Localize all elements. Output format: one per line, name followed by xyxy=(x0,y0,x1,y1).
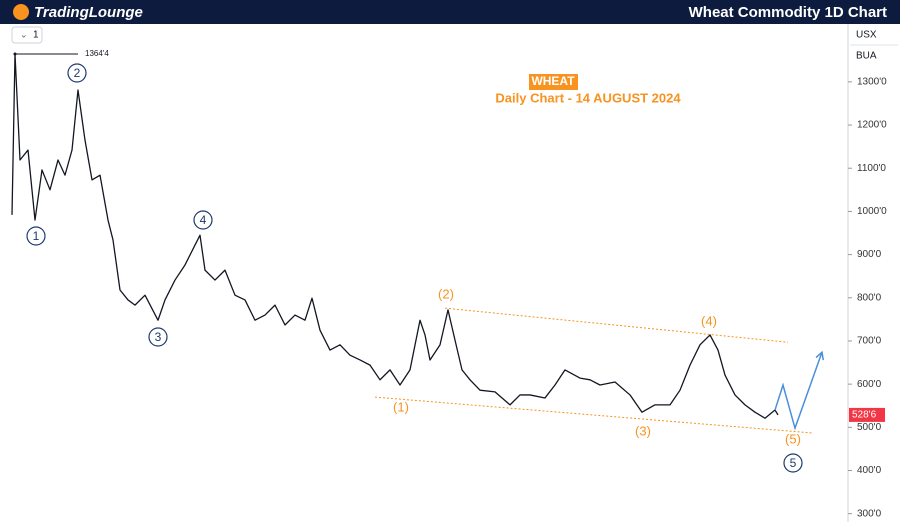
interval-button[interactable] xyxy=(11,26,43,44)
y-tick-label: 400'0 xyxy=(857,465,882,476)
channel-line xyxy=(374,396,813,434)
chart-subtitle: Daily Chart - 14 AUGUST 2024 xyxy=(495,90,681,105)
wave-label: 3 xyxy=(155,330,162,344)
wave-label: (4) xyxy=(701,313,717,328)
wave-label: (2) xyxy=(438,286,454,301)
high-dot xyxy=(13,52,17,56)
logo: TradingLounge xyxy=(34,4,143,21)
header-bar xyxy=(0,0,900,24)
last-price-label: 528'6 xyxy=(852,410,877,421)
wave-circle xyxy=(26,226,46,246)
wave-label: (1) xyxy=(393,399,409,414)
y-tick-label: 300'0 xyxy=(857,508,882,519)
wave-label: 1 xyxy=(33,229,40,243)
chevron: ⌄ xyxy=(20,29,28,39)
wave-circle xyxy=(193,210,213,230)
y-tick-label: 1200'0 xyxy=(857,120,887,131)
wave-circle xyxy=(783,453,803,473)
wave-label: 5 xyxy=(790,456,797,470)
currency: USX xyxy=(856,30,877,41)
wave-label: (5) xyxy=(785,431,801,446)
last-price-tag xyxy=(849,407,885,422)
wave-circle xyxy=(148,327,168,347)
y-tick-label: 800'0 xyxy=(857,292,882,303)
high-label: 1364'4 xyxy=(85,49,109,58)
y-tick-label: 1100'0 xyxy=(857,163,886,174)
arrow-head xyxy=(815,350,825,361)
y-tick-label: 1000'0 xyxy=(857,206,887,217)
y-tick-label: 1300'0 xyxy=(857,77,887,88)
wave-label: 2 xyxy=(74,66,81,80)
y-tick-label: 500'0 xyxy=(857,422,882,433)
interval: 1 xyxy=(33,30,39,41)
wave-circle xyxy=(67,63,87,83)
y-tick-label: 900'0 xyxy=(857,249,882,260)
chart-title: WHEAT xyxy=(531,74,575,88)
channel-line xyxy=(444,307,789,343)
header-title: Wheat Commodity 1D Chart xyxy=(689,4,887,21)
y-tick-label: 600'0 xyxy=(857,379,882,390)
wave-label: (3) xyxy=(635,423,651,438)
logo-icon xyxy=(13,4,29,20)
price-line xyxy=(11,53,779,419)
unit: BUA xyxy=(856,51,877,62)
wave-label: 4 xyxy=(200,213,207,227)
projection-line xyxy=(774,351,823,431)
y-tick-label: 700'0 xyxy=(857,336,882,347)
title-box xyxy=(529,74,578,90)
